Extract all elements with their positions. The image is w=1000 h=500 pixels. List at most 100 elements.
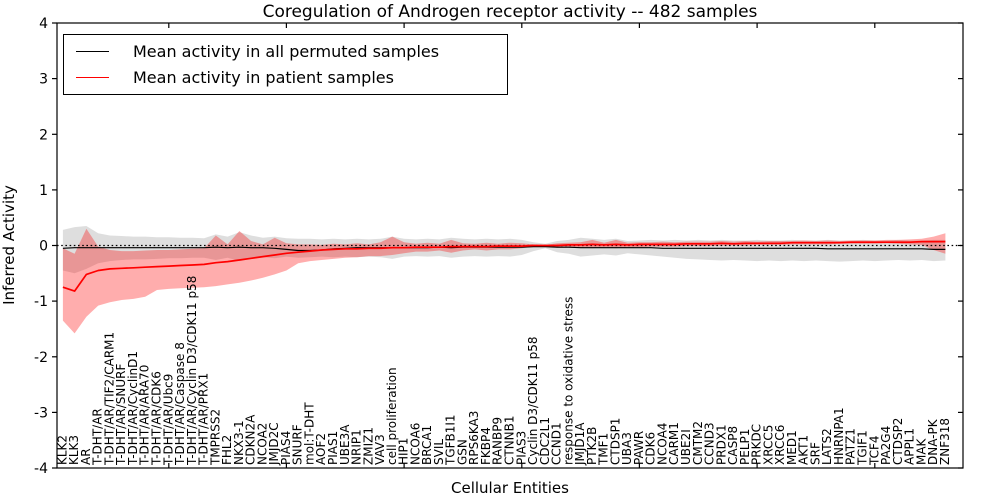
y-tick-label: 4 [39,16,48,32]
x-category-label: PAWR [632,431,646,465]
x-category-label: FKBP4 [479,427,493,465]
x-category-label: NRIP1 [350,429,364,465]
x-category-label: BRCA1 [420,425,434,465]
x-category-label: PRDX1 [714,424,728,465]
x-category-label: PTK2B [585,427,599,465]
x-category-label: RPS6KA3 [467,411,481,465]
x-category-label: CDKN2A [244,414,258,465]
x-category-label: T-DHT/AR/PRX1 [197,373,211,466]
x-category-label: mol:T-DHT [303,402,317,465]
x-category-label: HNRNPA1 [832,407,846,465]
x-category-label: RANBP9 [491,417,505,465]
legend: Mean activity in all permuted samples Me… [63,34,508,95]
x-category-label: LATS2 [820,428,834,465]
x-category-label: APPL1 [903,428,917,465]
x-category-label: JMJD1A [573,422,587,466]
x-category-label: TCF4 [867,435,881,466]
x-category-label: Cyclin D3/CDK11 p58 [526,336,540,465]
x-category-label: UBE3A [338,424,352,465]
x-category-label: CTDSP1 [608,418,622,465]
x-category-label: PRKDC [750,424,764,465]
x-category-label: T-DHT/AR/Caspase 8 [173,342,187,466]
x-category-label: SRF [808,442,822,465]
series-line-patient [62,240,946,292]
x-category-label: cell proliferation [385,367,399,465]
x-category-label: NKX3-1 [232,420,246,465]
x-category-label: VAV3 [373,434,387,465]
x-category-label: KLK2 [55,435,69,465]
x-category-label: XRCC6 [773,425,787,465]
series-line-permuted [62,246,946,252]
x-category-label: UBE2I [679,429,693,465]
x-category-label: PELP1 [738,429,752,465]
x-category-label: ZMIZ1 [361,427,375,465]
x-category-label: NCOA6 [408,423,422,465]
x-category-label: XRCC5 [761,425,775,465]
x-category-label: CTNNB1 [503,415,517,465]
x-category-label: HIP1 [397,438,411,465]
chart-title: Coregulation of Androgen receptor activi… [263,2,758,22]
x-category-label: CASP8 [726,426,740,465]
x-category-label: NCOA4 [656,423,670,465]
x-category-label: PIAS1 [326,431,340,465]
x-category-label: ZNF318 [938,418,952,465]
x-category-label: TMF1 [597,433,611,466]
x-category-label: CMTM2 [691,421,705,465]
legend-item-patient: Mean activity in patient samples [76,68,507,87]
legend-item-permuted: Mean activity in all permuted samples [76,42,507,61]
x-category-label: PIAS4 [279,431,293,465]
y-tick-label: 0 [39,239,48,255]
x-category-label: T-DHT/AR [91,408,105,466]
x-category-label: CDC2L1 [538,417,552,465]
x-category-label: AOF2 [314,433,328,465]
x-category-label: CCND1 [550,422,564,465]
x-category-label: JMJD2C [267,422,281,466]
std-band-patient [62,228,946,334]
x-axis-label: Cellular Entities [451,479,569,497]
x-category-label: NCOA2 [255,423,269,465]
x-category-label: TGFB1I1 [444,414,458,466]
x-category-label: CDK6 [644,432,658,465]
x-category-label: DNA-PK [926,418,940,465]
x-category-label: KLK3 [67,435,81,465]
x-category-label: T-DHT/AR/CDK6 [150,371,164,466]
x-category-label: T-DHT/AR/Cyclin D3/CDK11 p58 [185,276,199,466]
x-category-label: SVIL [432,439,446,465]
x-category-label: CARM1 [667,422,681,465]
legend-label-patient: Mean activity in patient samples [133,68,394,87]
x-category-label: PIAS3 [514,431,528,465]
y-tick-label: 3 [39,72,48,88]
x-category-label: CTDSP2 [891,418,905,465]
x-category-label: GSN [455,439,469,465]
y-tick-label: -4 [34,461,48,477]
x-category-label: CCND3 [703,422,717,465]
y-tick-label: 2 [39,127,48,143]
x-category-label: T-DHT/AR/Ubc9 [161,374,175,466]
x-category-label: AKT1 [797,435,811,465]
y-tick-label: -1 [34,294,48,310]
y-axis-label: Inferred Activity [0,185,18,305]
y-tick-label: 1 [39,183,48,199]
x-category-label: FHL2 [220,435,234,465]
legend-line-permuted-icon [76,51,109,52]
x-category-label: T-DHT/AR/SNURF [114,364,128,467]
std-band-permuted [62,226,946,274]
legend-line-patient-icon [76,77,109,78]
y-tick-label: -2 [34,350,48,366]
x-category-label: AR [79,448,93,465]
x-category-label: PA2G4 [879,426,893,465]
x-category-label: T-DHT/AR/TIF2/CARM1 [102,332,116,466]
legend-label-permuted: Mean activity in all permuted samples [133,42,440,61]
x-category-label: T-DHT/AR/CyclinD1 [126,351,140,466]
x-category-label: MED1 [785,430,799,465]
y-tick-label: -3 [34,405,48,421]
x-category-label: MAK [914,437,928,465]
x-category-label: PATZ1 [844,428,858,465]
x-category-label: T-DHT/AR/ARA70 [138,365,152,466]
x-category-label: response to oxidative stress [561,297,575,465]
x-category-label: TGIF1 [856,430,870,466]
x-category-label: UBA3 [620,432,634,465]
x-category-label: TMPRSS2 [208,409,222,466]
